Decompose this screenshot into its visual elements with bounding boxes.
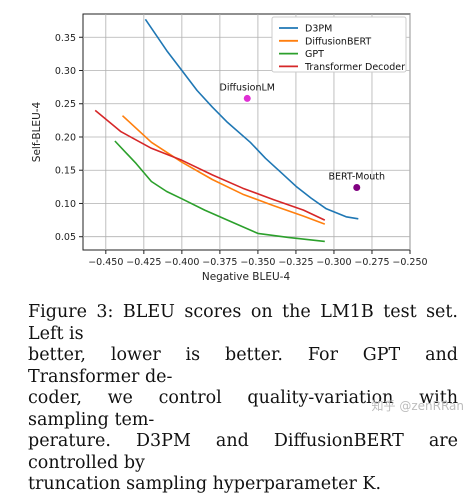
caption-line-3: coder, we control quality-variation with… bbox=[28, 388, 458, 430]
watermark: 知乎 @zenRRan bbox=[371, 399, 464, 413]
legend-box bbox=[271, 16, 407, 73]
legend-label-transformer-decoder: Transformer Decoder bbox=[304, 62, 405, 73]
y-tick-label: 0.15 bbox=[55, 166, 76, 177]
y-tick-label: 0.30 bbox=[55, 66, 76, 77]
point-bert-mouth bbox=[353, 184, 361, 192]
series-line-d3pm bbox=[144, 18, 359, 220]
y-tick-label: 0.10 bbox=[55, 199, 76, 210]
x-tick-label: −0.250 bbox=[392, 257, 427, 268]
grid bbox=[83, 14, 411, 250]
y-tick-label: 0.35 bbox=[55, 33, 76, 44]
series-line-transformer-decoder bbox=[94, 109, 326, 221]
y-ticks: 0.05 0.10 0.15 0.20 0.25 0.30 0.35 bbox=[55, 33, 83, 243]
point-label-diffusionlm: DiffusionLM bbox=[220, 82, 275, 93]
x-tick-label: −0.450 bbox=[88, 257, 123, 268]
y-tick-label: 0.25 bbox=[55, 99, 76, 110]
series-line-diffusionbert bbox=[121, 115, 326, 225]
caption-line-2: better, lower is better. For GPT and Tra… bbox=[28, 345, 458, 387]
point-label-bert-mouth: BERT-Mouth bbox=[328, 172, 385, 183]
caption-line-1: Figure 3: BLEU scores on the LM1B test s… bbox=[28, 302, 458, 344]
y-tick-label: 0.05 bbox=[55, 232, 76, 243]
legend-label-d3pm: D3PM bbox=[305, 24, 332, 35]
caption-line-4: perature. D3PM and DiffusionBERT are con… bbox=[28, 431, 458, 473]
series-lines bbox=[94, 18, 359, 243]
legend-label-gpt: GPT bbox=[305, 49, 324, 60]
bleu-chart: −0.450 −0.425 −0.400 −0.375 −0.350 −0.325 −0.3… bbox=[31, 13, 428, 283]
x-tick-label: −0.325 bbox=[278, 257, 313, 268]
x-tick-label: −0.425 bbox=[126, 257, 161, 268]
point-diffusionlm bbox=[243, 94, 251, 102]
x-ticks: −0.450 −0.425 −0.400 −0.375 −0.350 −0.325 −0.3… bbox=[88, 250, 428, 268]
y-axis-label: Self-BLEU-4 bbox=[31, 101, 43, 162]
x-tick-label: −0.275 bbox=[354, 257, 389, 268]
x-tick-label: −0.300 bbox=[316, 257, 351, 268]
x-tick-label: −0.400 bbox=[164, 257, 199, 268]
annotated-points: DiffusionLM BERT-Mouth bbox=[220, 82, 385, 192]
x-tick-label: −0.350 bbox=[240, 257, 275, 268]
x-tick-label: −0.375 bbox=[202, 257, 237, 268]
y-tick-label: 0.20 bbox=[55, 132, 76, 143]
x-axis-label: Negative BLEU-4 bbox=[202, 271, 291, 283]
legend-label-diffusionbert: DiffusionBERT bbox=[305, 36, 371, 47]
series-line-gpt bbox=[114, 140, 325, 243]
caption-line-5: truncation sampling hyperparameter K. bbox=[28, 474, 382, 494]
